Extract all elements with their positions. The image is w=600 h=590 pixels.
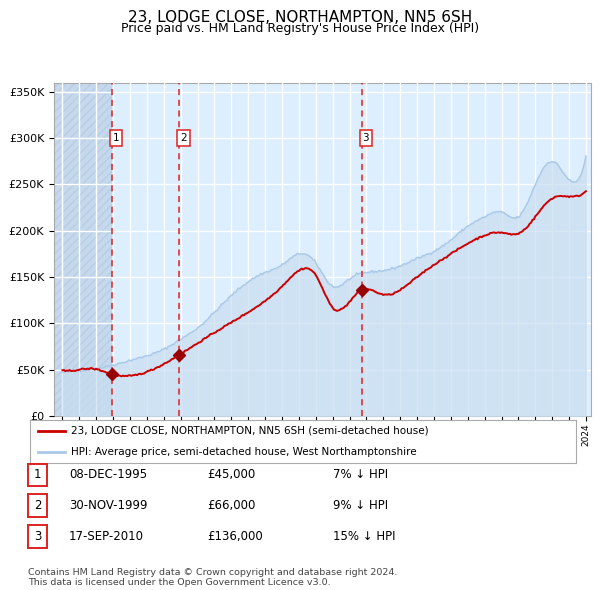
Text: £66,000: £66,000: [207, 499, 256, 512]
Text: 2: 2: [180, 133, 187, 143]
Text: 1: 1: [113, 133, 119, 143]
Text: 9% ↓ HPI: 9% ↓ HPI: [333, 499, 388, 512]
Text: 7% ↓ HPI: 7% ↓ HPI: [333, 468, 388, 481]
Text: Price paid vs. HM Land Registry's House Price Index (HPI): Price paid vs. HM Land Registry's House …: [121, 22, 479, 35]
Text: 23, LODGE CLOSE, NORTHAMPTON, NN5 6SH (semi-detached house): 23, LODGE CLOSE, NORTHAMPTON, NN5 6SH (s…: [71, 426, 428, 436]
Bar: [54, 83, 112, 416]
Text: 17-SEP-2010: 17-SEP-2010: [69, 530, 144, 543]
Text: 23, LODGE CLOSE, NORTHAMPTON, NN5 6SH: 23, LODGE CLOSE, NORTHAMPTON, NN5 6SH: [128, 10, 472, 25]
Text: 2: 2: [34, 499, 41, 512]
Text: £136,000: £136,000: [207, 530, 263, 543]
Text: 30-NOV-1999: 30-NOV-1999: [69, 499, 148, 512]
Text: 3: 3: [34, 530, 41, 543]
Text: 08-DEC-1995: 08-DEC-1995: [69, 468, 147, 481]
Text: HPI: Average price, semi-detached house, West Northamptonshire: HPI: Average price, semi-detached house,…: [71, 447, 416, 457]
Text: Contains HM Land Registry data © Crown copyright and database right 2024.
This d: Contains HM Land Registry data © Crown c…: [28, 568, 397, 587]
Text: 15% ↓ HPI: 15% ↓ HPI: [333, 530, 395, 543]
Text: 1: 1: [34, 468, 41, 481]
Text: 3: 3: [362, 133, 369, 143]
Text: £45,000: £45,000: [207, 468, 255, 481]
